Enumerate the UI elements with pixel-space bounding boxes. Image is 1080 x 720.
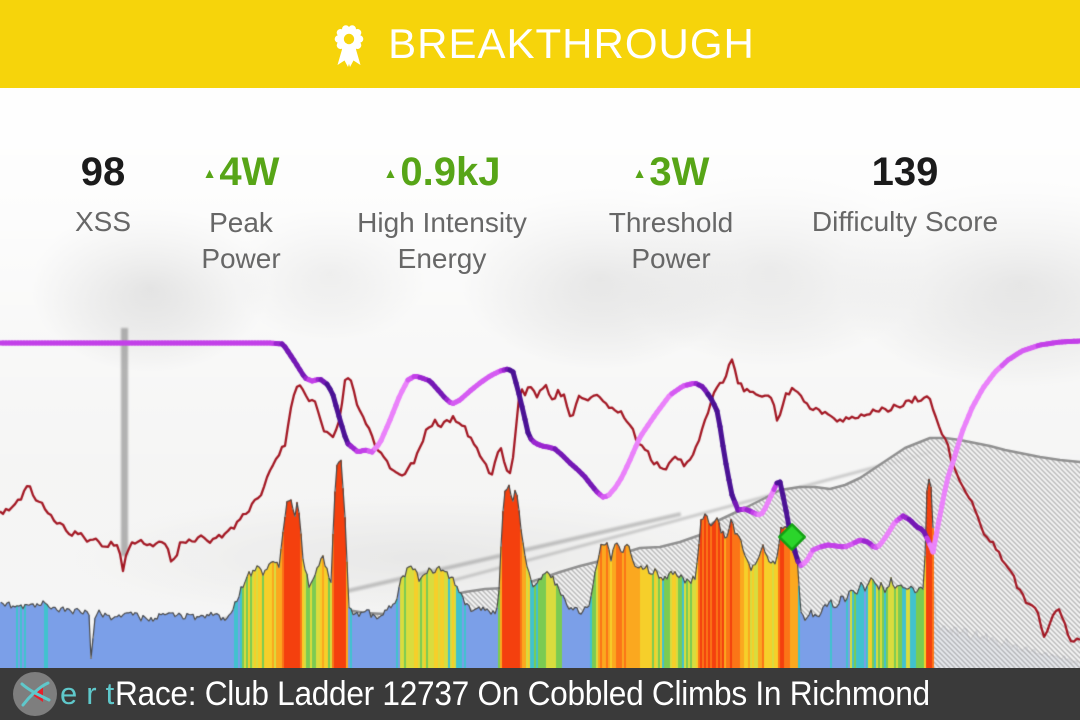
banner-title: BREAKTHROUGH xyxy=(388,20,755,67)
banner: BREAKTHROUGH xyxy=(0,0,1080,88)
activity-title: Race: Club Ladder 12737 On Cobbled Climb… xyxy=(115,674,931,713)
stat-label: Threshold Power xyxy=(608,207,734,274)
stat-peak-power: ▲4W Peak Power xyxy=(166,150,316,277)
stat-value: 139 xyxy=(871,150,939,194)
stat-threshold-power: ▲3W Threshold Power xyxy=(584,150,759,277)
triangle-up-icon: ▲ xyxy=(383,165,398,181)
brand-name: ert xyxy=(60,676,124,711)
stat-value: ▲4W xyxy=(202,150,280,194)
stat-value: ▲0.9kJ xyxy=(383,150,501,194)
triangle-up-icon: ▲ xyxy=(202,165,217,181)
stat-xss: 98 XSS xyxy=(28,150,178,240)
stat-label: XSS xyxy=(74,206,132,237)
stat-value: ▲3W xyxy=(632,150,710,194)
xert-logo-icon xyxy=(13,672,57,716)
medal-icon xyxy=(334,25,364,67)
stat-label: Peak Power xyxy=(201,207,281,274)
triangle-up-icon: ▲ xyxy=(632,165,647,181)
footer-bar: ert Race: Club Ladder 12737 On Cobbled C… xyxy=(0,668,1080,720)
stat-difficulty-score: 139 Difficulty Score xyxy=(780,150,1030,240)
stat-label: High Intensity Energy xyxy=(357,207,527,274)
stats-row: 98 XSS ▲4W Peak Power ▲0.9kJ High Intensity E… xyxy=(0,150,1080,300)
stat-value: 98 xyxy=(80,150,126,194)
stat-label: Difficulty Score xyxy=(811,206,999,237)
stat-high-intensity-energy: ▲0.9kJ High Intensity Energy xyxy=(335,150,550,277)
activity-chart xyxy=(0,338,1080,668)
